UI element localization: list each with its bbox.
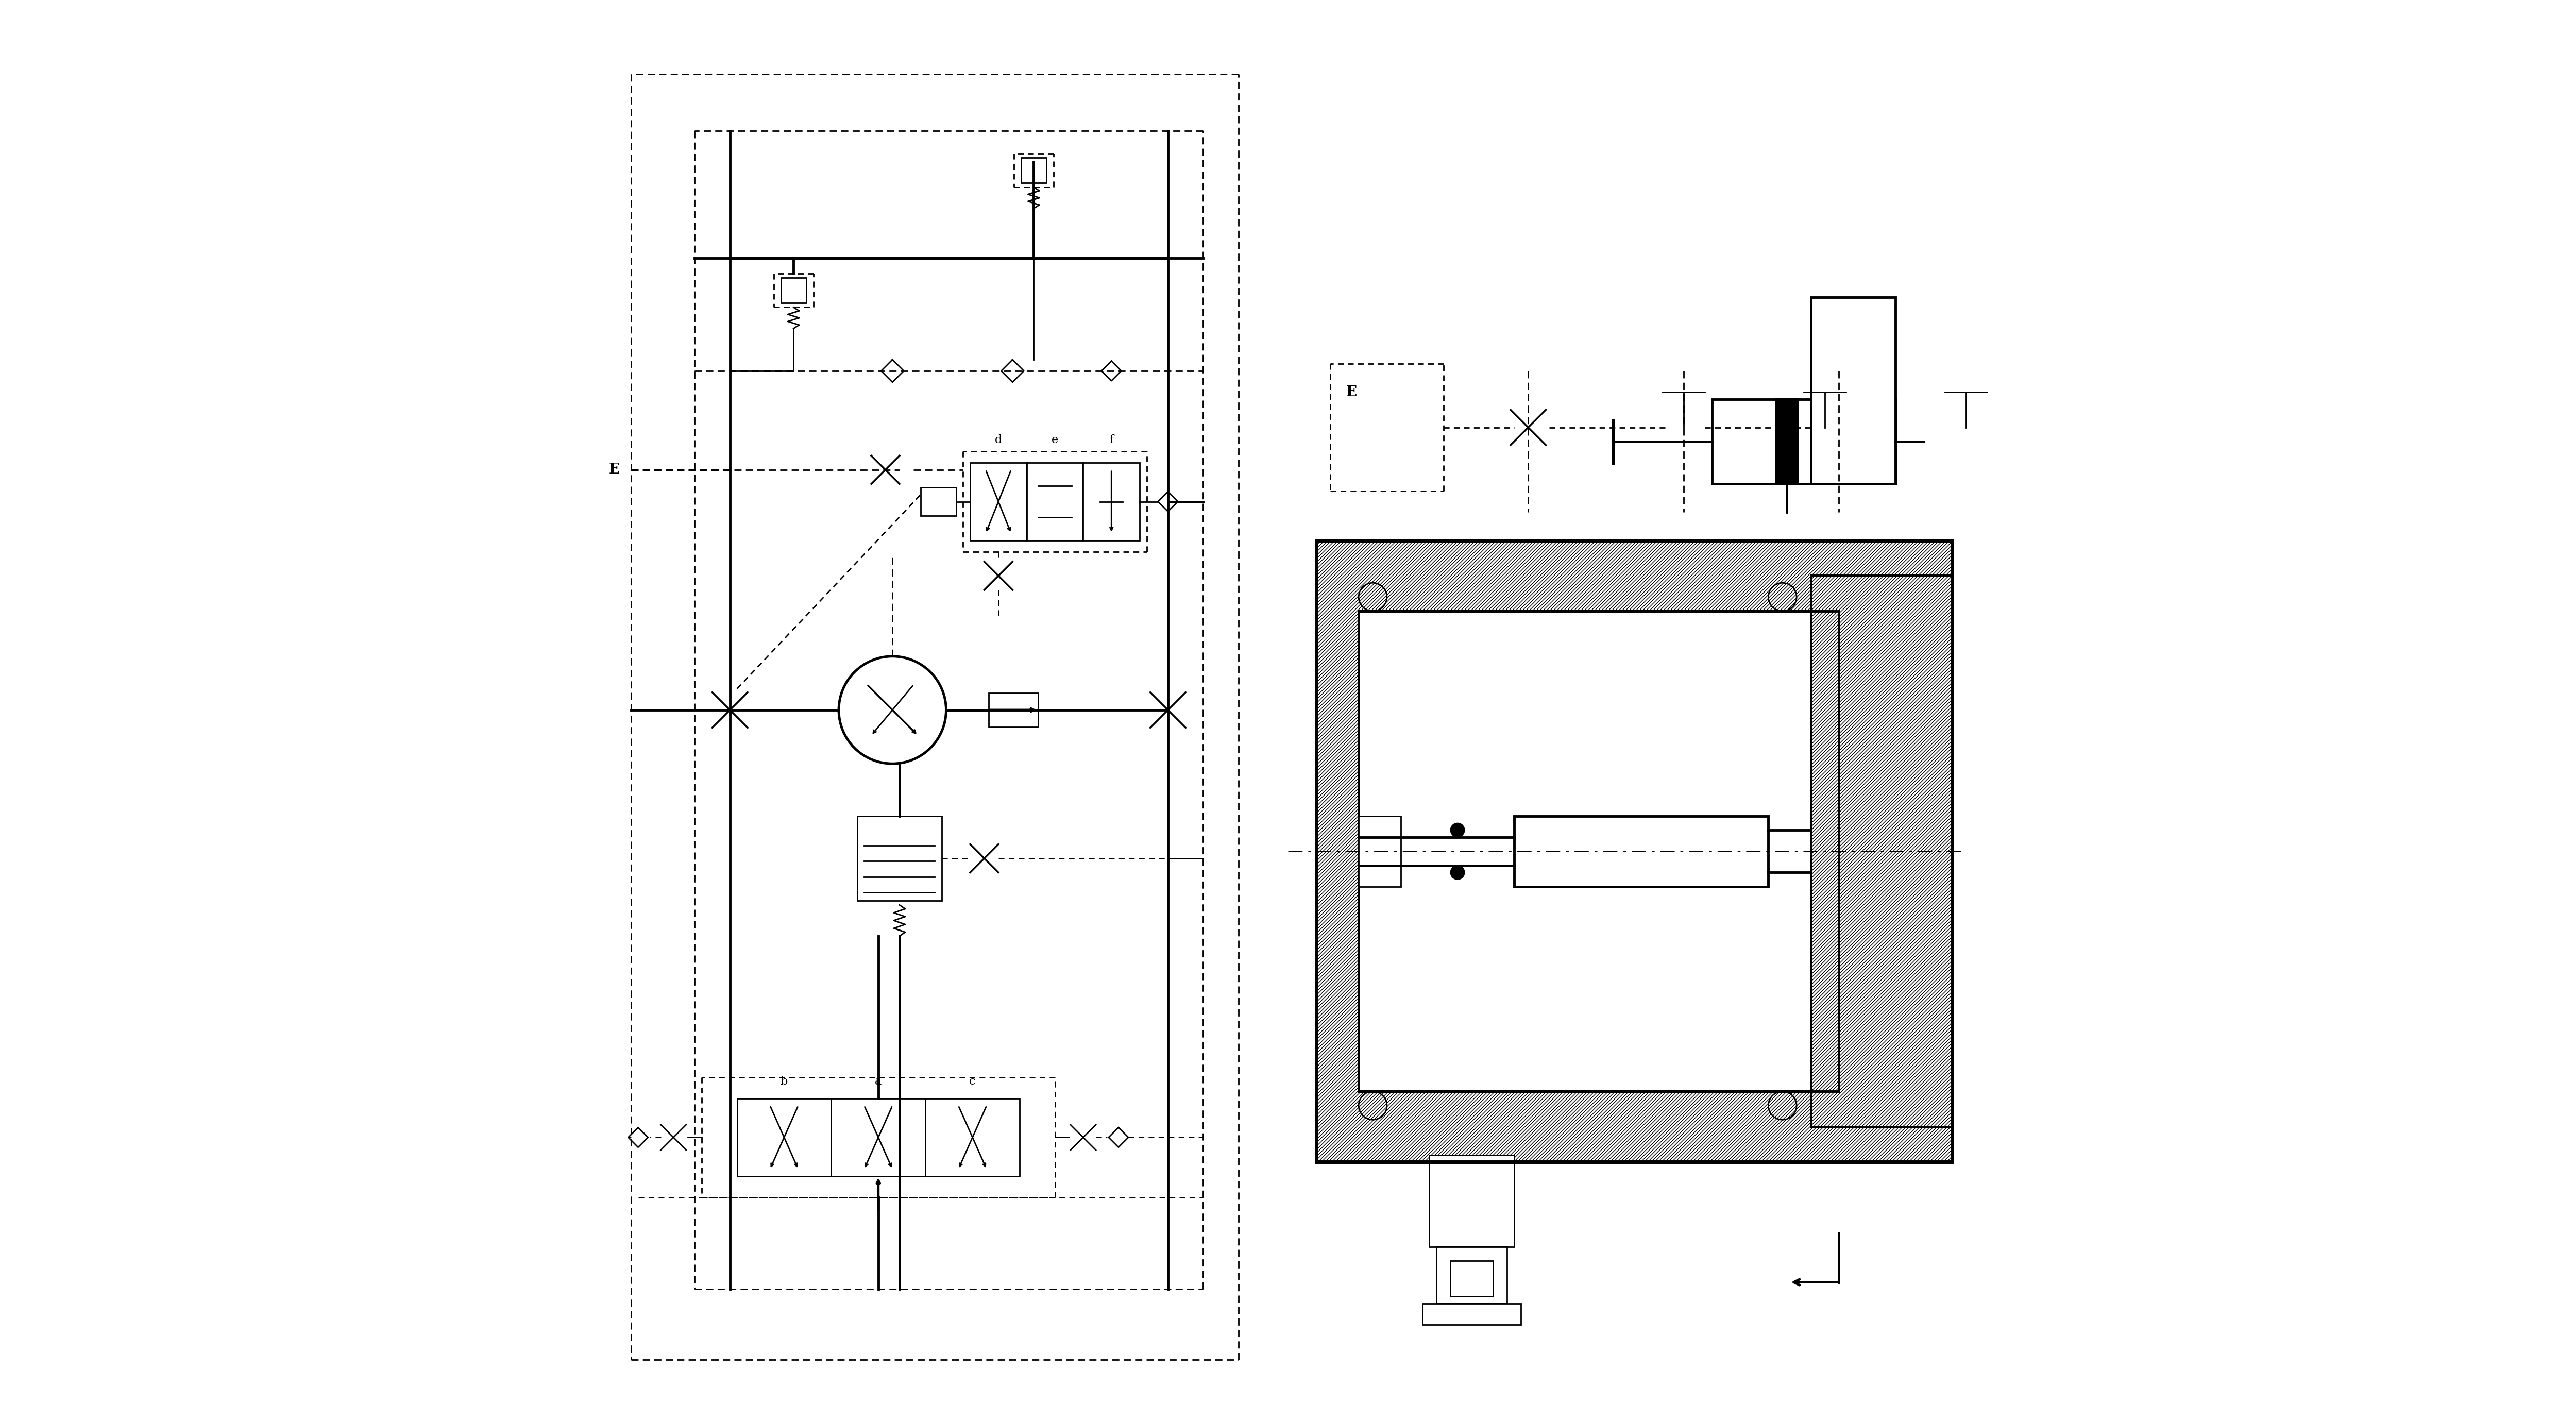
Text: d: d [994, 435, 1002, 446]
Bar [1358, 816, 1401, 886]
Text: b: b [781, 1075, 788, 1086]
Bar [971, 463, 1028, 541]
Text: f: f [1110, 435, 1113, 446]
Bar [1437, 1247, 1507, 1304]
Bar [1811, 575, 1953, 1127]
Bar [1358, 611, 1839, 1092]
Text: E: E [1347, 385, 1358, 399]
Bar [1316, 541, 1953, 1162]
Bar [781, 278, 806, 302]
Text: c: c [969, 1075, 976, 1086]
Bar [1450, 1261, 1494, 1296]
Bar [1020, 158, 1046, 183]
Circle shape [1450, 865, 1466, 879]
Bar [1358, 611, 1839, 1092]
Bar [920, 487, 956, 515]
Bar [925, 1099, 1020, 1176]
Bar [858, 816, 943, 900]
Text: a: a [876, 1075, 881, 1086]
Bar [1082, 463, 1139, 541]
Bar [1811, 297, 1896, 484]
Bar [1713, 399, 1896, 484]
Bar [1430, 1154, 1515, 1247]
Bar [989, 693, 1038, 727]
Bar [1316, 541, 1953, 1162]
Bar [832, 1099, 925, 1176]
Text: e: e [1051, 435, 1059, 446]
Text: E: E [608, 463, 621, 477]
Bar [1028, 463, 1082, 541]
Bar [1775, 399, 1798, 484]
Circle shape [1450, 824, 1466, 838]
Bar [1515, 816, 1767, 886]
Bar [1422, 1304, 1520, 1325]
Bar [737, 1099, 832, 1176]
Bar [1811, 575, 1953, 1127]
